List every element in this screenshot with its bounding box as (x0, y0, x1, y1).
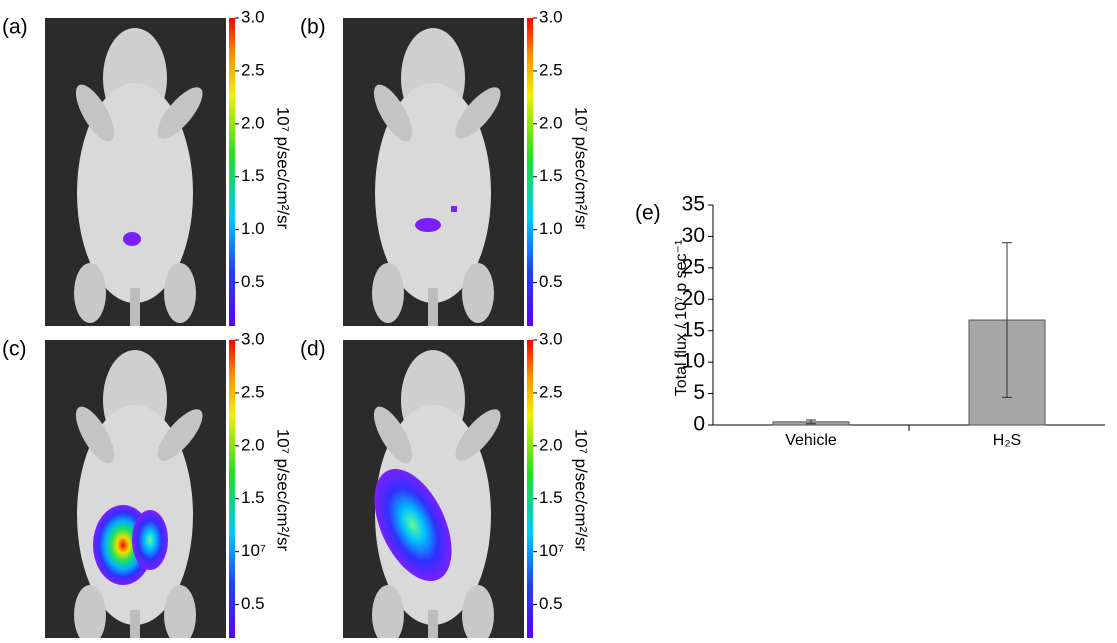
colorbar-tick-label: 1.5 (539, 488, 563, 507)
y-tick-label: 35 (682, 193, 705, 216)
x-tick-label: H₂S (993, 432, 1021, 449)
colorbar-tick-label: 0.5 (539, 594, 563, 613)
colorbar (229, 340, 235, 638)
mouse-image-b (343, 18, 524, 326)
y-tick-label: 10 (682, 350, 705, 373)
y-tick-label: 25 (682, 255, 705, 278)
panel-label: (b) (300, 16, 326, 39)
colorbar-tick-label: 2.0 (539, 113, 563, 132)
colorbar (527, 340, 533, 638)
colorbar-tick-label: 0.5 (241, 594, 265, 613)
mouse-image-d (343, 340, 524, 643)
colorbar-label: 10⁷ p/sec/cm²/sr (572, 429, 591, 552)
y-axis-label: Total flux / 10⁷ p sec⁻¹ (673, 240, 690, 397)
mouse-image-c (45, 340, 226, 643)
colorbar-tick-label: 2.0 (241, 113, 265, 132)
colorbar-tick-label: 1.5 (241, 488, 265, 507)
y-tick-label: 0 (693, 413, 705, 436)
y-tick-label: 15 (682, 318, 705, 341)
colorbar-tick-label: 1.5 (539, 166, 563, 185)
y-tick-label: 30 (682, 224, 705, 247)
colorbar-tick-label: 2.5 (539, 60, 563, 79)
colorbar-tick-label: 1.0 (241, 219, 265, 238)
colorbar-label: 10⁷ p/sec/cm²/sr (274, 429, 293, 552)
colorbar-tick-label: 3.0 (539, 7, 563, 26)
colorbar-tick-label: 2.0 (539, 435, 563, 454)
colorbar-label: 10⁷ p/sec/cm²/sr (572, 107, 591, 230)
x-tick-label: Vehicle (785, 432, 837, 449)
colorbar-tick-label: 0.5 (539, 272, 563, 291)
colorbar-tick-label: 2.5 (539, 382, 563, 401)
colorbar-tick-label: 0.5 (241, 272, 265, 291)
colorbar-tick-label: 10⁷ (241, 541, 266, 560)
colorbar-tick-label: 2.5 (241, 382, 265, 401)
panel-label: (a) (2, 16, 28, 39)
colorbar-tick-label: 3.0 (241, 7, 265, 26)
colorbar-tick-label: 1.5 (241, 166, 265, 185)
y-tick-label: 20 (682, 287, 705, 310)
panel-label: (e) (635, 202, 661, 225)
colorbar-label: 10⁷ p/sec/cm²/sr (274, 107, 293, 230)
colorbar-tick-label: 1.0 (539, 219, 563, 238)
panel-label: (c) (2, 338, 27, 361)
colorbar-tick-label: 3.0 (241, 329, 265, 348)
colorbar (527, 18, 533, 326)
colorbar-tick-label: 3.0 (539, 329, 563, 348)
y-tick-label: 5 (693, 381, 705, 404)
panel-label: (d) (300, 338, 326, 361)
colorbar (229, 18, 235, 326)
colorbar-tick-label: 2.0 (241, 435, 265, 454)
mouse-image-a (45, 18, 226, 326)
colorbar-tick-label: 10⁷ (539, 541, 564, 560)
colorbar-tick-label: 2.5 (241, 60, 265, 79)
